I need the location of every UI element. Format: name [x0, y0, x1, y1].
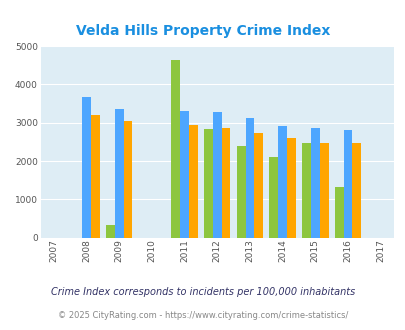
- Bar: [212, 112, 221, 238]
- Bar: [203, 129, 212, 238]
- Bar: [114, 109, 123, 238]
- Bar: [310, 128, 319, 238]
- Bar: [254, 133, 262, 238]
- Text: Crime Index corresponds to incidents per 100,000 inhabitants: Crime Index corresponds to incidents per…: [51, 287, 354, 297]
- Bar: [91, 115, 99, 238]
- Text: © 2025 CityRating.com - https://www.cityrating.com/crime-statistics/: © 2025 CityRating.com - https://www.city…: [58, 311, 347, 320]
- Bar: [343, 130, 352, 238]
- Bar: [180, 111, 188, 238]
- Bar: [245, 118, 254, 238]
- Bar: [352, 144, 360, 238]
- Bar: [188, 125, 197, 238]
- Bar: [221, 128, 230, 238]
- Bar: [236, 146, 245, 238]
- Bar: [301, 144, 310, 238]
- Bar: [123, 121, 132, 238]
- Bar: [286, 138, 295, 238]
- Bar: [82, 97, 91, 238]
- Bar: [334, 187, 343, 238]
- Bar: [269, 157, 277, 238]
- Bar: [277, 126, 286, 238]
- Bar: [171, 60, 180, 238]
- Text: Velda Hills Property Crime Index: Velda Hills Property Crime Index: [76, 24, 329, 38]
- Bar: [106, 225, 114, 238]
- Bar: [319, 143, 328, 238]
